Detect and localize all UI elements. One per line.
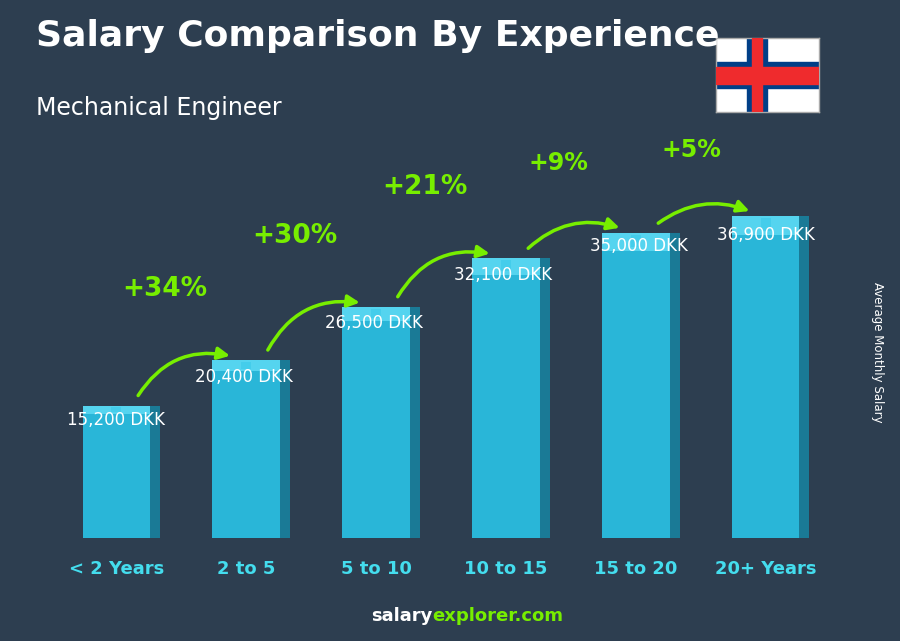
Bar [501,260,511,271]
Bar [716,62,819,88]
Text: 20+ Years: 20+ Years [715,560,816,578]
Bar [212,360,280,371]
Text: 35,000 DKK: 35,000 DKK [590,237,688,255]
Text: 15,200 DKK: 15,200 DKK [68,412,165,429]
Bar [112,406,122,412]
Bar [83,406,150,538]
Bar [472,258,540,275]
Bar [280,360,290,538]
Bar [732,216,799,235]
Bar [799,216,809,538]
Text: 32,100 DKK: 32,100 DKK [454,265,553,283]
Bar [602,233,670,538]
Text: 36,900 DKK: 36,900 DKK [716,226,815,244]
Text: 20,400 DKK: 20,400 DKK [194,368,292,386]
Text: +9%: +9% [528,151,589,175]
Bar [716,67,819,83]
Bar [342,307,410,320]
Text: 2 to 5: 2 to 5 [217,560,275,578]
Text: < 2 Years: < 2 Years [68,560,164,578]
Bar [371,309,381,318]
Text: 5 to 10: 5 to 10 [340,560,411,578]
Bar [540,258,550,538]
Bar [410,307,420,538]
Bar [760,219,770,231]
Text: Mechanical Engineer: Mechanical Engineer [36,96,282,120]
Bar [83,406,150,413]
Bar [342,307,410,538]
Text: explorer.com: explorer.com [432,607,563,625]
Bar [212,360,280,538]
Bar [752,38,762,112]
Text: +21%: +21% [382,174,468,200]
Text: +30%: +30% [252,223,338,249]
Text: 26,500 DKK: 26,500 DKK [325,315,422,333]
Text: +34%: +34% [122,276,208,303]
Text: 15 to 20: 15 to 20 [594,560,678,578]
Bar [631,235,641,247]
Text: salary: salary [371,607,432,625]
Text: Salary Comparison By Experience: Salary Comparison By Experience [36,19,719,53]
Bar [670,233,680,538]
Bar [150,406,160,538]
Bar [472,258,540,538]
Text: 10 to 15: 10 to 15 [464,560,547,578]
Bar [602,233,670,251]
Text: Average Monthly Salary: Average Monthly Salary [871,282,884,423]
Text: +5%: +5% [662,138,721,162]
Bar [241,362,251,369]
Bar [732,216,799,538]
Bar [746,38,767,112]
